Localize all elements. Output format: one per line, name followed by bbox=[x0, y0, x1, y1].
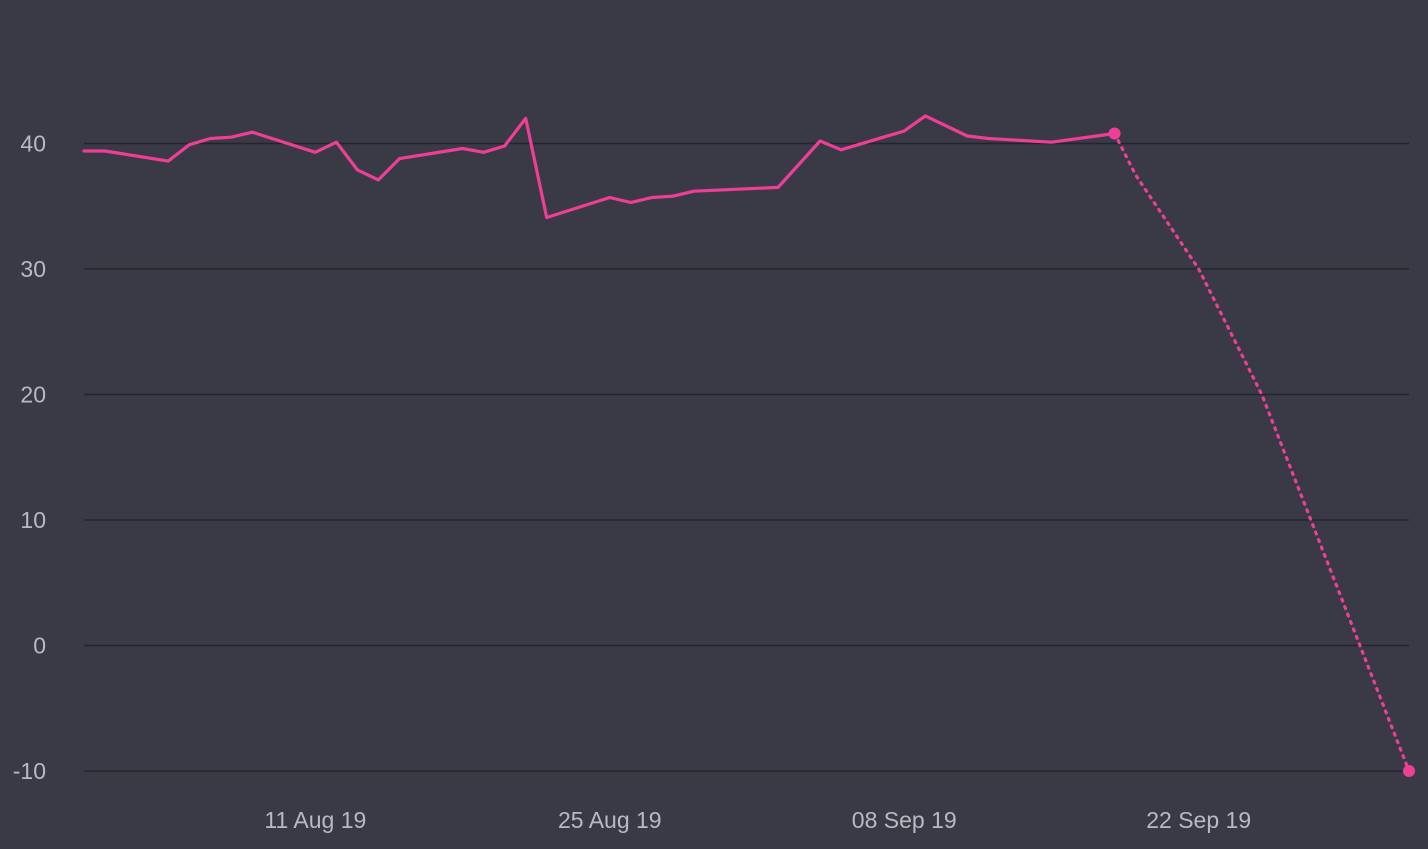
x-tick-label: 11 Aug 19 bbox=[264, 807, 366, 833]
x-axis-ticks: 11 Aug 19 25 Aug 19 08 Sep 19 22 Sep 19 bbox=[264, 807, 1251, 833]
y-tick-label: 10 bbox=[20, 507, 46, 533]
y-axis-ticks: -10 0 10 20 30 40 bbox=[13, 131, 46, 785]
x-tick-label: 08 Sep 19 bbox=[852, 807, 957, 833]
y-tick-label: 0 bbox=[33, 633, 46, 659]
forecast-series-line bbox=[1113, 131, 1411, 773]
forecast-end-point bbox=[1403, 765, 1415, 777]
grid bbox=[84, 142, 1409, 772]
series-group bbox=[82, 114, 1415, 777]
series-end-point bbox=[1108, 127, 1121, 140]
x-tick-label: 22 Sep 19 bbox=[1146, 807, 1251, 833]
series-line bbox=[82, 114, 1117, 220]
y-tick-label: 20 bbox=[20, 382, 46, 408]
x-tick-label: 25 Aug 19 bbox=[558, 807, 662, 833]
y-tick-label: 40 bbox=[20, 131, 46, 157]
y-tick-label: -10 bbox=[13, 758, 46, 784]
y-tick-label: 30 bbox=[20, 256, 46, 282]
